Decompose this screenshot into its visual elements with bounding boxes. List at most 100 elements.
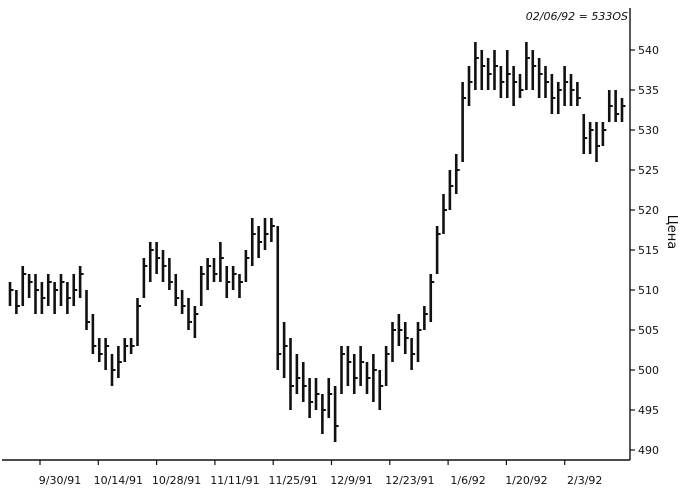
y-tick-label: 490 — [638, 444, 659, 457]
price-bar — [46, 274, 52, 306]
price-bar — [168, 258, 173, 290]
price-bar — [21, 266, 27, 306]
price-bar — [161, 250, 167, 282]
price-bar — [372, 354, 377, 402]
price-bar — [8, 282, 14, 306]
price-bar — [525, 42, 530, 90]
price-bar — [27, 274, 33, 298]
price-bar — [327, 378, 333, 418]
price-bar — [289, 338, 294, 410]
price-bar — [295, 354, 301, 394]
price-bar — [601, 122, 607, 146]
price-bar — [416, 322, 422, 362]
price-bar — [282, 322, 288, 378]
price-bar — [148, 242, 154, 282]
price-bar — [569, 74, 575, 106]
price-bar — [391, 322, 396, 362]
price-bar — [174, 274, 180, 306]
y-tick-label: 495 — [638, 404, 659, 417]
price-bar — [365, 362, 371, 394]
price-bar — [117, 346, 122, 378]
price-bar — [15, 290, 20, 314]
price-bar — [614, 90, 620, 122]
x-tick-label: 10/28/91 — [152, 474, 201, 487]
price-bar — [537, 58, 543, 98]
price-bar — [110, 354, 116, 386]
y-axis-ticks: 490 495 500 505 510 515 520 525 530 535 540 — [630, 44, 659, 457]
price-bar — [123, 338, 129, 362]
price-bar — [620, 98, 626, 122]
price-bar — [129, 338, 135, 354]
x-tick-label: 9/30/91 — [39, 474, 81, 487]
price-bar — [499, 66, 505, 98]
x-tick-label: 2/3/92 — [567, 474, 602, 487]
price-bar — [359, 346, 365, 386]
price-bar — [333, 386, 339, 442]
price-bar — [410, 338, 416, 370]
y-tick-label: 535 — [638, 84, 659, 97]
price-bar — [454, 154, 460, 194]
price-bar — [448, 170, 454, 210]
price-bar — [193, 306, 199, 338]
price-bar — [276, 226, 282, 370]
price-bar — [219, 242, 224, 282]
price-bar — [212, 258, 218, 282]
price-bar — [34, 274, 39, 314]
price-bar — [104, 338, 110, 370]
price-bar — [480, 50, 486, 90]
price-bar — [199, 266, 205, 306]
x-tick-label: 11/11/91 — [210, 474, 259, 487]
price-bar — [505, 50, 511, 98]
x-tick-label: 1/6/92 — [450, 474, 485, 487]
price-bar — [270, 218, 275, 242]
price-bar — [403, 322, 409, 354]
price-bar — [72, 274, 78, 306]
x-axis-ticks: 9/30/91 10/14/91 10/28/91 11/11/91 11/25/91 1… — [39, 460, 602, 487]
price-bar — [59, 274, 65, 306]
price-bar — [180, 290, 186, 314]
price-bar — [435, 226, 441, 274]
y-tick-label: 510 — [638, 284, 659, 297]
price-bar — [461, 82, 467, 162]
price-bar — [206, 258, 212, 290]
price-bar — [474, 42, 479, 90]
price-bar — [550, 74, 556, 114]
price-bar — [442, 194, 447, 234]
price-bar — [250, 218, 256, 266]
y-tick-label: 520 — [638, 204, 659, 217]
price-bar — [142, 258, 148, 298]
price-bar — [518, 74, 524, 98]
price-bar — [429, 274, 435, 322]
price-bar — [397, 314, 403, 346]
price-bar — [136, 298, 141, 346]
price-bar — [607, 90, 613, 122]
price-bar — [91, 314, 97, 354]
price-bar — [531, 50, 537, 90]
price-bar — [576, 82, 581, 106]
price-bar — [225, 266, 231, 298]
price-bar — [384, 346, 390, 386]
price-bar — [544, 66, 549, 98]
y-tick-label: 540 — [638, 44, 659, 57]
price-bar — [563, 66, 569, 106]
price-bar — [263, 218, 269, 250]
y-tick-label: 530 — [638, 124, 659, 137]
price-bar — [486, 58, 492, 90]
price-bar — [155, 242, 161, 274]
price-bar — [40, 282, 46, 314]
price-bar — [512, 66, 518, 106]
price-bar — [582, 114, 588, 154]
y-tick-label: 505 — [638, 324, 659, 337]
price-bar — [314, 378, 320, 410]
y-tick-label: 500 — [638, 364, 659, 377]
price-bar — [588, 122, 594, 154]
price-bar — [97, 338, 103, 362]
price-bar — [556, 82, 562, 114]
price-bar — [244, 250, 250, 282]
price-bar — [378, 370, 384, 410]
date-price-annotation: 02/06/92 = 533OS — [526, 10, 628, 23]
price-bar — [423, 306, 428, 330]
price-bar — [53, 282, 59, 314]
